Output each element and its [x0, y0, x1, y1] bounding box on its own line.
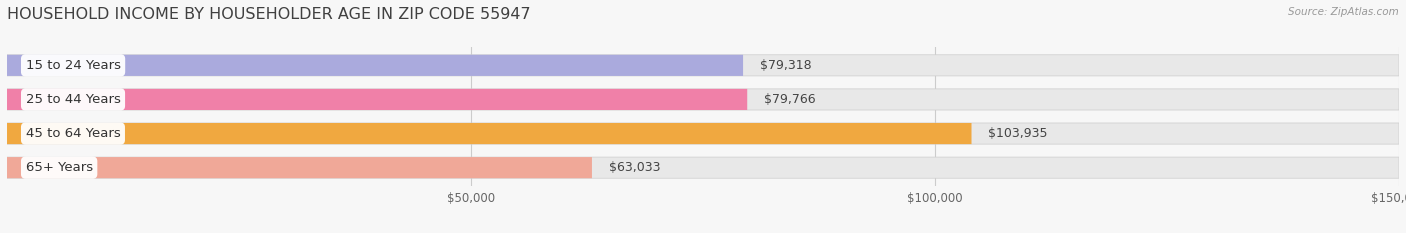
- Text: $63,033: $63,033: [609, 161, 661, 174]
- FancyBboxPatch shape: [7, 55, 1399, 76]
- FancyBboxPatch shape: [7, 123, 972, 144]
- Text: $79,766: $79,766: [763, 93, 815, 106]
- FancyBboxPatch shape: [7, 157, 592, 178]
- FancyBboxPatch shape: [7, 89, 1399, 110]
- Text: 45 to 64 Years: 45 to 64 Years: [25, 127, 121, 140]
- Text: 25 to 44 Years: 25 to 44 Years: [25, 93, 121, 106]
- Text: HOUSEHOLD INCOME BY HOUSEHOLDER AGE IN ZIP CODE 55947: HOUSEHOLD INCOME BY HOUSEHOLDER AGE IN Z…: [7, 7, 530, 22]
- Text: $79,318: $79,318: [759, 59, 811, 72]
- FancyBboxPatch shape: [7, 123, 1399, 144]
- Text: Source: ZipAtlas.com: Source: ZipAtlas.com: [1288, 7, 1399, 17]
- FancyBboxPatch shape: [7, 89, 747, 110]
- FancyBboxPatch shape: [7, 157, 1399, 178]
- Text: 15 to 24 Years: 15 to 24 Years: [25, 59, 121, 72]
- FancyBboxPatch shape: [7, 55, 742, 76]
- Text: 65+ Years: 65+ Years: [25, 161, 93, 174]
- Text: $103,935: $103,935: [988, 127, 1047, 140]
